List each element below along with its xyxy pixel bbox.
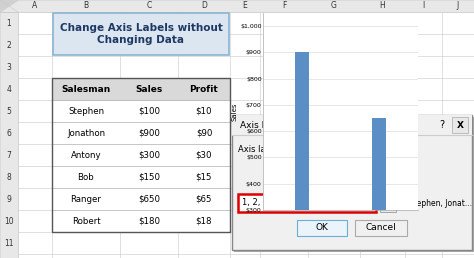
Bar (52, 144, 230, 166)
Text: $180: $180 (138, 216, 160, 225)
Text: Ranger: Ranger (71, 195, 101, 204)
Text: H: H (380, 2, 385, 11)
Text: I: I (422, 2, 425, 11)
Text: J: J (457, 2, 459, 11)
Text: D: D (201, 2, 207, 11)
Text: Bob: Bob (78, 173, 94, 181)
Bar (238, 194, 376, 212)
Text: OK: OK (316, 223, 328, 232)
Text: $15: $15 (196, 173, 212, 181)
Text: 1: 1 (7, 19, 11, 28)
Bar (0, 12, 18, 258)
Text: $30: $30 (196, 150, 212, 159)
Bar (52, 78, 230, 100)
Bar (52, 166, 230, 188)
Text: $900: $900 (138, 128, 160, 138)
Y-axis label: Sales: Sales (231, 102, 237, 121)
Text: C: C (146, 2, 152, 11)
Text: $65: $65 (196, 195, 212, 204)
Text: 4: 4 (7, 85, 11, 93)
Text: = Stephen, Jonat...: = Stephen, Jonat... (400, 198, 472, 207)
Text: $100: $100 (138, 107, 160, 116)
Text: $10: $10 (196, 107, 212, 116)
Bar (320, 210, 335, 258)
Text: $18: $18 (196, 216, 212, 225)
Text: F: F (282, 2, 286, 11)
Text: Profit: Profit (190, 85, 219, 93)
Polygon shape (0, 0, 18, 12)
Text: $90: $90 (196, 128, 212, 138)
Text: Antony: Antony (71, 150, 101, 159)
Text: 5: 5 (7, 107, 11, 116)
Bar (52, 188, 230, 210)
Bar (355, 220, 407, 236)
Text: Salesman: Salesman (61, 85, 110, 93)
Bar (234, 117, 474, 252)
Text: Change Axis Labels without
Changing Data: Change Axis Labels without Changing Data (60, 23, 222, 45)
Bar (52, 78, 230, 232)
Bar (380, 194, 396, 212)
Text: $650: $650 (138, 195, 160, 204)
Text: Sales: Sales (136, 85, 163, 93)
Bar (52, 210, 230, 232)
Text: X: X (456, 120, 464, 130)
Bar (372, 118, 386, 258)
Text: Stephen: Stephen (68, 107, 104, 116)
Text: 8: 8 (7, 173, 11, 181)
Text: ⬆: ⬆ (384, 198, 392, 207)
Text: B: B (83, 2, 89, 11)
Text: 1, 2, 3, 4, 5, 6: 1, 2, 3, 4, 5, 6 (242, 198, 300, 207)
Text: 10: 10 (4, 216, 14, 225)
Text: Axis label range:: Axis label range: (238, 144, 309, 154)
Text: 6: 6 (7, 128, 11, 138)
Bar (297, 220, 347, 236)
Text: ?: ? (439, 120, 445, 130)
Text: A: A (32, 2, 37, 11)
Bar (53, 13, 229, 55)
Text: G: G (331, 2, 337, 11)
Bar (452, 117, 468, 133)
Text: $300: $300 (138, 150, 160, 159)
Text: 11: 11 (4, 238, 14, 247)
Text: Axis Labels: Axis Labels (240, 120, 291, 130)
Text: E: E (243, 2, 247, 11)
Text: Jonathon: Jonathon (67, 128, 105, 138)
Text: Robert: Robert (72, 216, 100, 225)
Bar (398, 241, 412, 258)
Bar (346, 249, 361, 258)
Bar (52, 122, 230, 144)
Text: 3: 3 (7, 62, 11, 71)
Text: Cancel: Cancel (365, 223, 396, 232)
Bar (232, 115, 472, 250)
Text: $150: $150 (138, 173, 160, 181)
Text: 7: 7 (7, 150, 11, 159)
Text: 2: 2 (7, 41, 11, 50)
Text: 9: 9 (7, 195, 11, 204)
Bar (52, 100, 230, 122)
Bar (0, 0, 474, 12)
Text: Salesman: Salesman (320, 239, 361, 248)
Bar (232, 115, 472, 135)
Bar (295, 52, 309, 258)
